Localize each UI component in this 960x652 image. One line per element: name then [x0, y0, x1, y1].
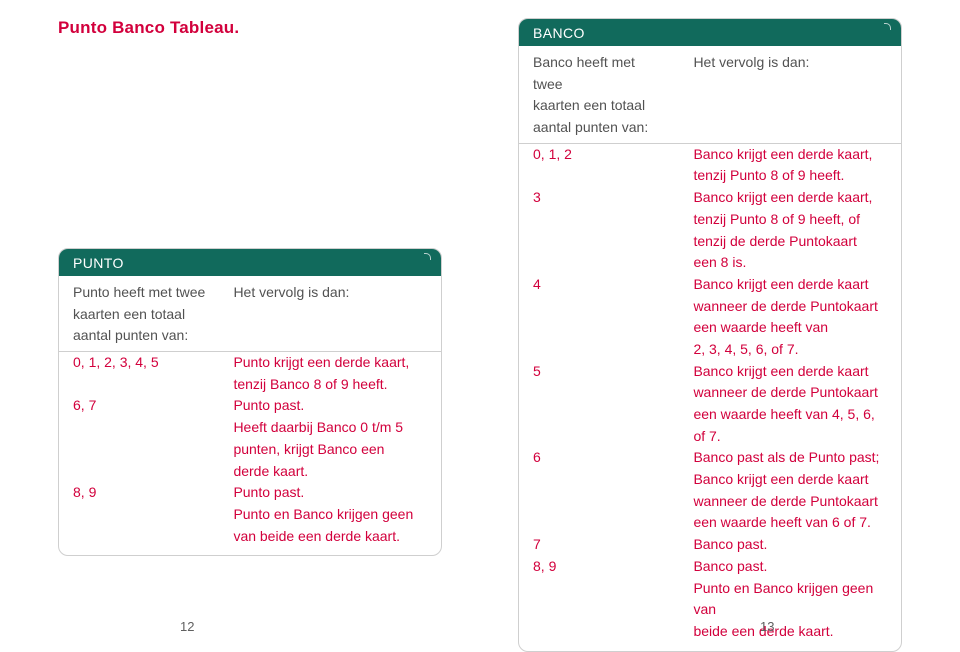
text: wanneer de derde Puntokaart: [693, 382, 887, 404]
spacer: [59, 547, 441, 555]
table-row: 4 Banco krijgt een derde kaart wanneer d…: [519, 274, 901, 361]
text: Banco past.: [693, 556, 887, 578]
table-row: 6 Banco past als de Punto past; Banco kr…: [519, 447, 901, 534]
spacer: [519, 643, 901, 651]
text: wanneer de derde Puntokaart: [693, 296, 887, 318]
text: Banco past.: [693, 534, 887, 556]
table-row: 7 Banco past.: [519, 534, 901, 556]
text: een waarde heeft van 6 of 7.: [693, 512, 887, 534]
punto-head-left: Punto heeft met twee kaarten een totaal …: [59, 276, 219, 352]
text: aantal punten van:: [73, 325, 205, 347]
cell: 0, 1, 2: [519, 143, 679, 187]
cell: 6: [519, 447, 679, 534]
banco-card: BANCO Banco heeft met twee kaarten een t…: [518, 18, 902, 652]
right-page: BANCO Banco heeft met twee kaarten een t…: [480, 0, 960, 652]
cell: Banco krijgt een derde kaart wanneer de …: [679, 274, 901, 361]
cell: Punto krijgt een derde kaart, tenzij Ban…: [219, 352, 441, 396]
cell: 5: [519, 361, 679, 448]
punto-header-row: Punto heeft met twee kaarten een totaal …: [59, 276, 441, 352]
page-spread: Punto Banco Tableau. PUNTO Punto heeft m…: [0, 0, 960, 652]
text: Banco krijgt een derde kaart: [693, 361, 887, 383]
cell: 4: [519, 274, 679, 361]
text: tenzij Punto 8 of 9 heeft, of: [693, 209, 887, 231]
table-row: 0, 1, 2, 3, 4, 5 Punto krijgt een derde …: [59, 352, 441, 396]
cell: Banco krijgt een derde kaart, tenzij Pun…: [679, 187, 901, 274]
table-row: 3 Banco krijgt een derde kaart, tenzij P…: [519, 187, 901, 274]
text: Punto past.: [233, 395, 427, 417]
text: Banco heeft met twee: [533, 52, 665, 95]
text: beide een derde kaart.: [693, 621, 887, 643]
text: Banco krijgt een derde kaart: [693, 274, 887, 296]
text: Banco krijgt een derde kaart,: [693, 144, 887, 166]
cell: Banco krijgt een derde kaart, tenzij Pun…: [679, 143, 901, 187]
text: 2, 3, 4, 5, 6, of 7.: [693, 339, 887, 361]
page-number-left: 12: [180, 619, 194, 634]
text: van beide een derde kaart.: [233, 526, 427, 548]
cell: Banco krijgt een derde kaart wanneer de …: [679, 361, 901, 448]
text: wanneer de derde Puntokaart: [693, 491, 887, 513]
text: kaarten een totaal: [73, 304, 205, 326]
text: een waarde heeft van: [693, 317, 887, 339]
cell: Banco past als de Punto past; Banco krij…: [679, 447, 901, 534]
cell: 8, 9: [519, 556, 679, 643]
cell: 6, 7: [59, 395, 219, 482]
table-row: 8, 9 Banco past. Punto en Banco krijgen …: [519, 556, 901, 643]
text: Punto en Banco krijgen geen: [233, 504, 427, 526]
punto-head-right: Het vervolg is dan:: [219, 276, 441, 352]
cell: Banco past. Punto en Banco krijgen geen …: [679, 556, 901, 643]
cell: 0, 1, 2, 3, 4, 5: [59, 352, 219, 396]
table-row: 0, 1, 2 Banco krijgt een derde kaart, te…: [519, 143, 901, 187]
text: punten, krijgt Banco een: [233, 439, 427, 461]
banco-head-left: Banco heeft met twee kaarten een totaal …: [519, 46, 679, 143]
text: Punto krijgt een derde kaart,: [233, 352, 427, 374]
text: Banco past als de Punto past;: [693, 447, 887, 469]
text: tenzij Banco 8 of 9 heeft.: [233, 374, 427, 396]
page-number-right: 13: [760, 619, 774, 634]
text: een waarde heeft van 4, 5, 6, of 7.: [693, 404, 887, 447]
cell: Banco past.: [679, 534, 901, 556]
text: Heeft daarbij Banco 0 t/m 5: [233, 417, 427, 439]
text: Punto en Banco krijgen geen van: [693, 578, 887, 621]
cell: Punto past. Heeft daarbij Banco 0 t/m 5 …: [219, 395, 441, 482]
banco-head-right: Het vervolg is dan:: [679, 46, 901, 143]
cell: Punto past. Punto en Banco krijgen geen …: [219, 482, 441, 547]
table-row: 5 Banco krijgt een derde kaart wanneer d…: [519, 361, 901, 448]
banco-header-row: Banco heeft met twee kaarten een totaal …: [519, 46, 901, 143]
banco-header: BANCO: [519, 19, 901, 46]
document-title: Punto Banco Tableau.: [58, 18, 442, 38]
punto-card: PUNTO Punto heeft met twee kaarten een t…: [58, 248, 442, 556]
banco-table: Banco heeft met twee kaarten een totaal …: [519, 46, 901, 651]
text: Banco krijgt een derde kaart,: [693, 187, 887, 209]
cell: 7: [519, 534, 679, 556]
punto-header: PUNTO: [59, 249, 441, 276]
cell: 3: [519, 187, 679, 274]
text: aantal punten van:: [533, 117, 665, 139]
text: Punto past.: [233, 482, 427, 504]
table-row: 6, 7 Punto past. Heeft daarbij Banco 0 t…: [59, 395, 441, 482]
text: kaarten een totaal: [533, 95, 665, 117]
text: derde kaart.: [233, 461, 427, 483]
table-row: 8, 9 Punto past. Punto en Banco krijgen …: [59, 482, 441, 547]
left-page: Punto Banco Tableau. PUNTO Punto heeft m…: [0, 0, 480, 652]
text: tenzij Punto 8 of 9 heeft.: [693, 165, 887, 187]
text: Punto heeft met twee: [73, 282, 205, 304]
text: tenzij de derde Puntokaart: [693, 231, 887, 253]
text: Banco krijgt een derde kaart: [693, 469, 887, 491]
text: een 8 is.: [693, 252, 887, 274]
punto-table: Punto heeft met twee kaarten een totaal …: [59, 276, 441, 555]
cell: 8, 9: [59, 482, 219, 547]
